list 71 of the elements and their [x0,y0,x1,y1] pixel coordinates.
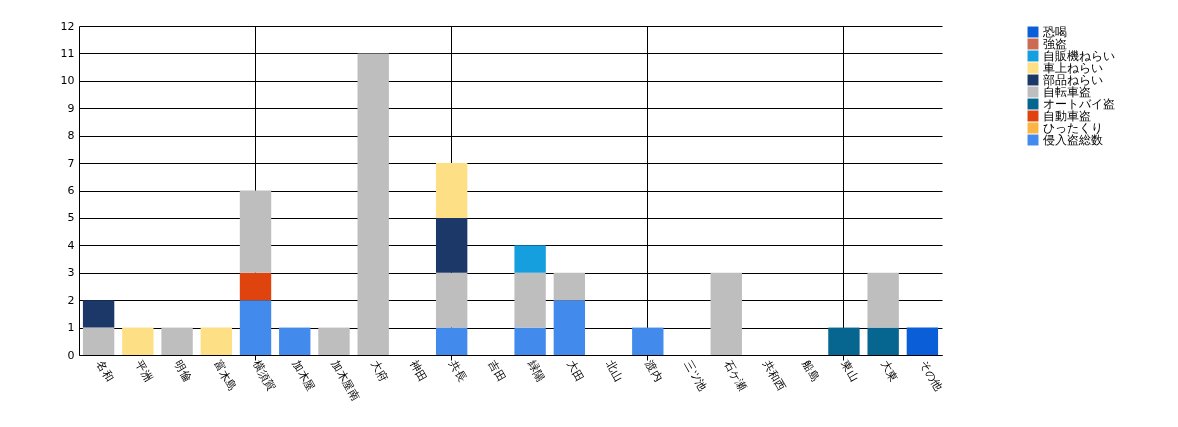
bar [279,327,311,355]
bar [906,327,939,355]
x-tick-label: 大田 [564,358,587,384]
y-tick-label: 5 [67,211,75,225]
bar [82,300,115,328]
legend-label: 自販機ねらい [1043,49,1115,63]
x-tick-label: 石ケ瀬 [721,358,749,394]
bar [435,163,468,218]
x-tick-label: 平洲 [132,358,155,384]
bar [828,327,860,355]
y-tick-label: 10 [60,74,75,88]
legend-label: 侵入盗総数 [1043,133,1103,147]
x-tick-label: 名和 [93,358,116,384]
bar [867,272,899,328]
legend-label: 部品ねらい [1043,73,1103,87]
bar [553,272,586,301]
x-tick-label: 共長 [446,358,469,384]
x-tick-label: その他 [917,358,945,394]
bar [435,217,468,273]
bar [239,300,272,355]
x-tick-label: 船島 [799,358,822,384]
legend-label: 自動車盗 [1043,109,1091,123]
x-tick-label: 横須賀 [250,358,279,394]
x-tick-label: 大府 [368,358,391,384]
legend-label: 車上ねらい [1043,61,1103,75]
x-tick-label: 明倫 [171,358,195,384]
bar [710,272,742,355]
x-tick-label: 大東 [877,358,901,384]
x-tick-label: 神田 [407,358,430,384]
y-tick-label: 7 [67,156,75,170]
bar [239,272,272,301]
bar [122,327,154,355]
x-tick-label: 北山 [603,358,626,384]
y-tick-label: 11 [60,46,75,60]
y-tick-label: 8 [67,129,75,143]
bar [514,327,546,355]
bar [514,272,546,328]
bar [632,327,664,355]
x-tick-label: 渡内 [642,358,665,384]
x-tick-label: 加木屋南 [328,358,363,403]
bar [435,327,468,355]
x-tick-label: 共和西 [760,358,789,394]
y-tick-label: 6 [67,184,75,197]
bar [435,272,468,328]
bar [514,245,546,273]
x-tick-label: 緑陽 [524,357,548,384]
bar [200,327,232,355]
bar [867,327,899,355]
bar [239,190,272,273]
legend-label: 恐喝 [1042,25,1067,39]
legend-label: ひったくり [1043,121,1103,135]
bar [553,300,586,355]
y-tick-label: 4 [67,238,75,252]
bar [161,327,193,355]
bar [82,327,115,355]
bar [318,327,350,355]
y-tick-label: 3 [67,266,75,280]
bar [357,53,389,355]
y-tick-label: 9 [67,101,75,115]
x-tick-label: 吉田 [485,358,508,384]
legend-label: 自転車盗 [1043,85,1091,99]
y-tick-label: 12 [60,19,75,33]
legend-label: 強盗 [1043,37,1067,51]
x-tick-label: 三ツ池 [681,358,710,394]
x-tick-label: 東山 [838,358,861,384]
y-tick-label: 1 [67,321,75,335]
legend-label: オートバイ盗 [1043,97,1115,111]
y-tick-label: 2 [67,293,75,307]
y-tick-label: 0 [67,348,75,362]
x-tick-label: 加木屋 [289,358,318,394]
x-tick-label: 富木島 [211,358,239,394]
